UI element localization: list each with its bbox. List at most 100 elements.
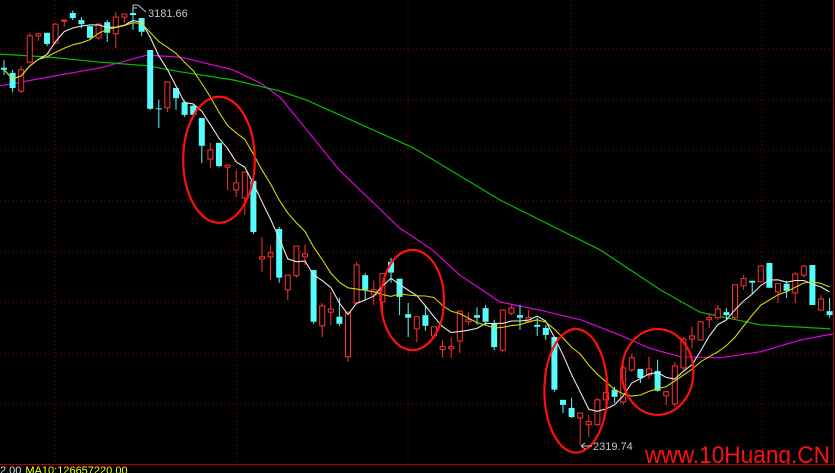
candle — [775, 283, 781, 304]
status-value: 2.00 — [0, 465, 22, 473]
candle — [147, 50, 154, 110]
candle — [714, 305, 721, 320]
candle — [164, 81, 171, 112]
candle — [310, 270, 317, 324]
candle-body — [87, 26, 93, 38]
candle — [276, 226, 283, 283]
candle-body — [44, 32, 50, 44]
candle-body — [69, 13, 76, 19]
candles — [1, 7, 833, 445]
candle — [766, 262, 773, 288]
candle-body — [508, 307, 515, 314]
candle-body — [1, 67, 7, 70]
candle-body — [637, 368, 644, 379]
candle — [336, 297, 343, 326]
candle — [818, 294, 824, 311]
candle — [413, 316, 420, 343]
candle — [671, 361, 678, 407]
candle-body — [353, 264, 360, 304]
candle-body — [757, 265, 764, 283]
moving-average-line — [0, 53, 831, 330]
low-label: 2319.74 — [593, 441, 633, 453]
candle-body — [740, 278, 747, 287]
candle-body — [224, 164, 231, 168]
candle-body — [465, 319, 472, 323]
candle-body — [542, 327, 549, 335]
candle-body — [448, 346, 455, 350]
high-label: 3181.66 — [148, 8, 188, 20]
candle — [216, 142, 222, 168]
candle — [646, 356, 652, 380]
candle — [319, 303, 326, 337]
candle-body — [671, 365, 678, 405]
candle-body — [628, 357, 635, 371]
candle-body — [577, 412, 584, 419]
candle-body — [121, 13, 128, 18]
candle-body — [551, 336, 558, 390]
candle — [396, 278, 403, 316]
high-marker: 3181.66 — [132, 4, 188, 20]
candle — [826, 297, 833, 318]
candle — [560, 399, 566, 414]
candle — [680, 336, 687, 370]
candle-body — [190, 105, 197, 115]
candle — [792, 272, 799, 304]
candle-body — [302, 253, 308, 258]
candle-body — [61, 19, 68, 22]
candle-body — [680, 338, 687, 369]
candle-body — [9, 72, 16, 89]
candle-body — [95, 23, 102, 39]
candle — [130, 7, 136, 30]
candle-body — [800, 265, 807, 276]
candle — [491, 319, 498, 351]
candle — [439, 340, 446, 358]
candle — [9, 69, 16, 93]
watermark: www.10Huang.CN — [644, 442, 830, 465]
candle-body — [310, 270, 317, 322]
candle-body — [792, 273, 799, 294]
candle — [783, 280, 790, 298]
high-marker-arrow — [132, 4, 147, 13]
candle — [69, 10, 76, 21]
candle-body — [491, 323, 498, 348]
low-marker-arrow — [580, 442, 592, 450]
candle-body — [654, 370, 661, 391]
candle-body — [130, 13, 136, 16]
candle — [551, 336, 558, 392]
candle-body — [818, 298, 824, 311]
moving-average-line — [3, 22, 830, 397]
candle-body — [646, 368, 652, 376]
candle — [198, 117, 205, 164]
candle-body — [52, 23, 59, 44]
candle — [267, 245, 274, 280]
candle-body — [284, 274, 291, 291]
candle-body — [181, 102, 188, 115]
candle — [732, 284, 738, 320]
status-ma10: MA10:126657220.00 — [25, 465, 128, 473]
candle — [259, 237, 265, 273]
candle-body — [147, 50, 154, 109]
candle-body — [336, 316, 343, 324]
candle-body — [35, 33, 42, 37]
moving-average-line — [3, 20, 830, 412]
red-circle — [543, 327, 609, 454]
candle — [405, 303, 412, 337]
candle-body — [517, 315, 523, 318]
long-moving-averages — [0, 53, 834, 359]
candle-body — [560, 399, 566, 405]
candle-body — [250, 180, 257, 233]
candle — [568, 397, 575, 419]
candle-body — [585, 421, 592, 426]
candle-body — [766, 262, 773, 288]
candle-body — [345, 311, 351, 358]
low-marker: 2319.74 — [580, 441, 633, 453]
candle — [52, 23, 59, 44]
candle-body — [474, 315, 480, 318]
candle-body — [216, 142, 222, 167]
red-circle — [620, 327, 695, 417]
candle-body — [388, 261, 394, 273]
candle-body — [783, 283, 790, 291]
candle — [138, 18, 145, 36]
candle-body — [456, 310, 463, 342]
